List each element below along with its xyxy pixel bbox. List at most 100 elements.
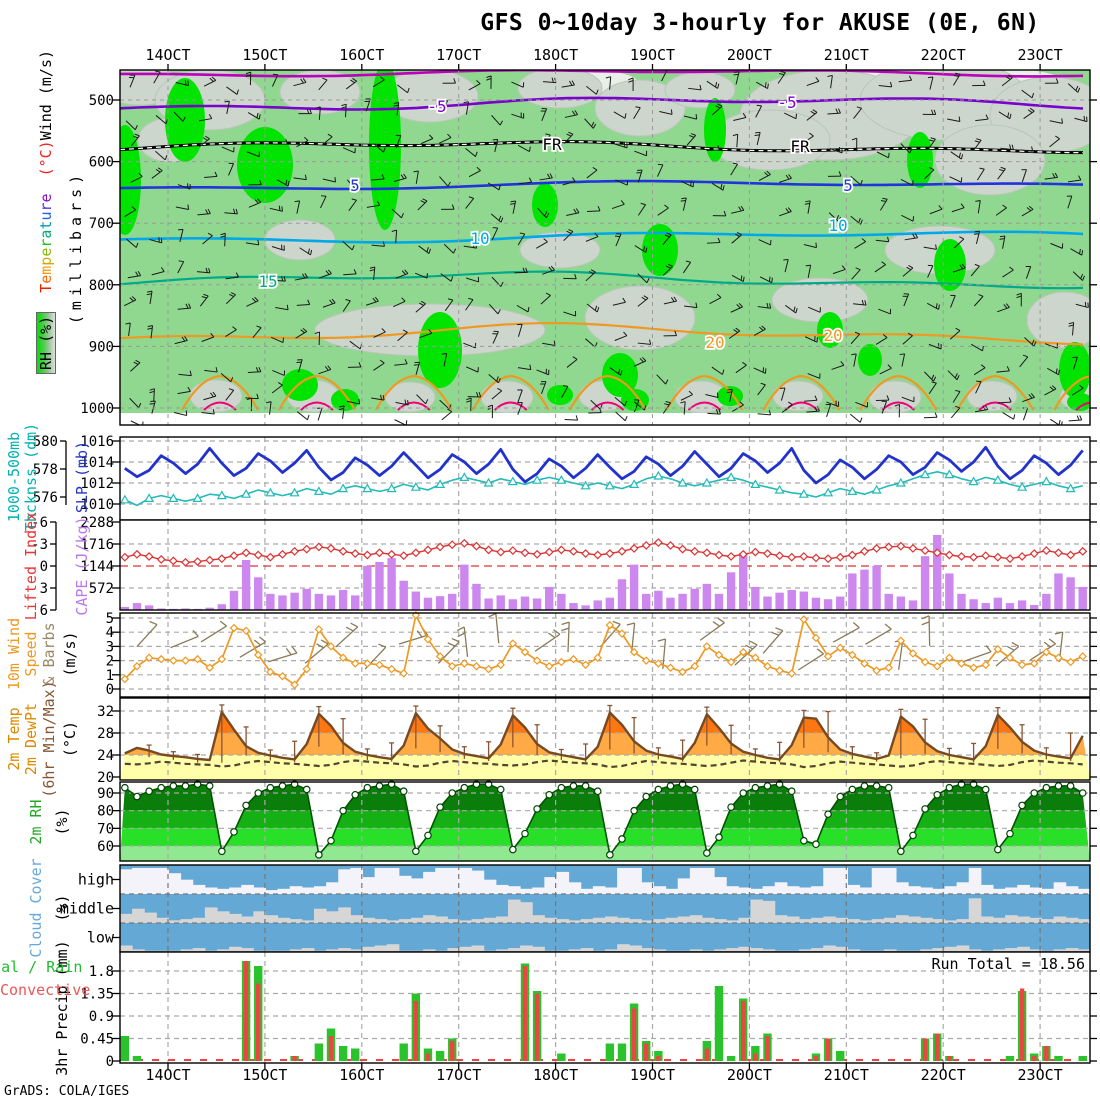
tick-label: 70 [97, 821, 114, 837]
temperature-letter: T [37, 283, 55, 293]
tick-label: 600 [89, 155, 114, 171]
tick-label: 4 [106, 625, 114, 641]
tick-label: 20OCT [727, 46, 772, 64]
tick-label: 0 [106, 1054, 114, 1070]
temperature-letter: r [37, 202, 55, 212]
grads-credit: GrADS: COLA/IGES [4, 1084, 130, 1099]
tick-label: 2 [106, 654, 114, 670]
tick-label: 5 [843, 176, 853, 195]
tick-label: 20 [97, 770, 114, 786]
tick-label: 24 [97, 748, 114, 764]
total-rain-label: Total / Rain [0, 958, 83, 976]
tick-label: 14OCT [145, 46, 190, 64]
panel-precip: 0 0.45 0.9 1.35 1.8 14OCT 15OCT 16OCT 17OCT 18OCT… [80, 951, 1097, 1084]
temperature-letter: e [37, 274, 55, 284]
tick-label: -6 [31, 515, 48, 531]
tick-label: 80 [97, 804, 114, 820]
tick-label: 1144 [80, 559, 114, 575]
tick-label: 21OCT [824, 46, 869, 64]
tick-label: 900 [89, 339, 114, 355]
tick-label: 2288 [80, 515, 114, 531]
tick-label: 1000 [80, 401, 114, 417]
tick-label: 5 [350, 176, 360, 195]
wind-ms-label: Wind (m/s) [37, 49, 55, 141]
tick-label: 15OCT [242, 46, 287, 64]
tick-label: 1012 [80, 476, 114, 492]
temperature-letter: u [37, 211, 55, 221]
temperature-letter: m [37, 265, 55, 275]
tick-label: 1016 [80, 434, 114, 450]
tick-label: 90 [97, 786, 114, 802]
tick-label: 1010 [80, 497, 114, 513]
tick-label: FR [542, 135, 562, 154]
rh-legend-chip: RH (%) [36, 311, 56, 375]
temperature-letter: p [37, 256, 55, 266]
degc-label: (°C) [37, 140, 55, 177]
tick-label: 1014 [80, 455, 114, 471]
convective-label: Convective [0, 981, 91, 999]
tick-label: -3 [31, 537, 48, 553]
tick-label: 0.9 [89, 1009, 114, 1025]
tick-label: low [87, 929, 115, 947]
tick-label: 10 [828, 216, 847, 235]
temp2m-label-1: 2m Temp [5, 707, 23, 771]
tick-label: 0 [40, 559, 48, 575]
tick-label: 60 [97, 839, 114, 855]
panel-temp2m: 32 28 24 20 [97, 697, 1097, 786]
precip-label: 3hr Precip (mm) [53, 940, 71, 1076]
tick-label: 17OCT [436, 46, 481, 64]
chart-title: GFS 0~10day 3-hourly for AKUSE (0E, 6N) [480, 10, 1040, 36]
tick-label: 578 [33, 462, 58, 478]
tick-label: 700 [89, 216, 114, 232]
panel-cape-li: 2288 1716 1144 572 -6 -3 0 3 6 [31, 515, 1097, 619]
tick-label: 5 [106, 611, 114, 627]
tick-label: 6 [40, 603, 48, 619]
tick-label: 18OCT [533, 1066, 578, 1084]
tick-label: 20OCT [727, 1066, 772, 1084]
tick-label: 20 [823, 326, 842, 345]
temperature-letter: e [37, 247, 55, 257]
temperature-label: Temperature [37, 193, 55, 292]
tick-label: 3 [106, 639, 114, 655]
panel-pressure-rh-wind: 500 600 700 800 900 1000 14OCT 15OCT 16OCT 17OCT 1… [80, 46, 1097, 426]
tick-label: 14OCT [145, 1066, 190, 1084]
tick-label: 1.35 [80, 987, 114, 1003]
tick-label: 22OCT [921, 1066, 966, 1084]
pressure-panel-label: RH (%) Temperature (°C)Wind (m/s) [36, 22, 56, 402]
tick-label: 23OCT [1018, 1066, 1063, 1084]
run-total: Run Total = 18.56 [931, 955, 1085, 973]
tick-label: 572 [89, 581, 114, 597]
tick-label: 21OCT [824, 1066, 869, 1084]
thickness-label-1: 1000-500mb [5, 431, 23, 523]
tick-label: high [78, 871, 114, 889]
tick-label: 500 [89, 93, 114, 109]
tick-label: 32 [97, 704, 114, 720]
temperature-letter: t [37, 220, 55, 230]
tick-label: FR [790, 137, 810, 156]
tick-label: 22OCT [921, 46, 966, 64]
tick-label: 19OCT [630, 46, 675, 64]
cloud-cover-label: Cloud Cover [27, 858, 45, 958]
tick-label: 580 [33, 434, 58, 450]
tick-label: 576 [33, 490, 58, 506]
tick-label: 10 [470, 229, 489, 248]
temperature-letter: r [37, 238, 55, 248]
tick-label: 17OCT [436, 1066, 481, 1084]
tick-label: -5 [427, 97, 446, 116]
tick-label: 1.8 [89, 964, 114, 980]
tick-label: 16OCT [339, 1066, 384, 1084]
tick-label: middle [60, 900, 114, 918]
tick-label: 800 [89, 278, 114, 294]
tick-label: 20 [705, 333, 724, 352]
millibars-label: (millibars) [67, 169, 85, 325]
tick-label: 15OCT [242, 1066, 287, 1084]
tick-label: 15 [258, 272, 277, 291]
tick-label: 19OCT [630, 1066, 675, 1084]
tick-label: -5 [777, 93, 796, 112]
tick-label: 23OCT [1018, 46, 1063, 64]
panel-cloud-cover: high middle low [60, 864, 1091, 953]
panel-slp-thickness: 1016 1014 1012 1010 580 578 576 [33, 434, 1097, 521]
